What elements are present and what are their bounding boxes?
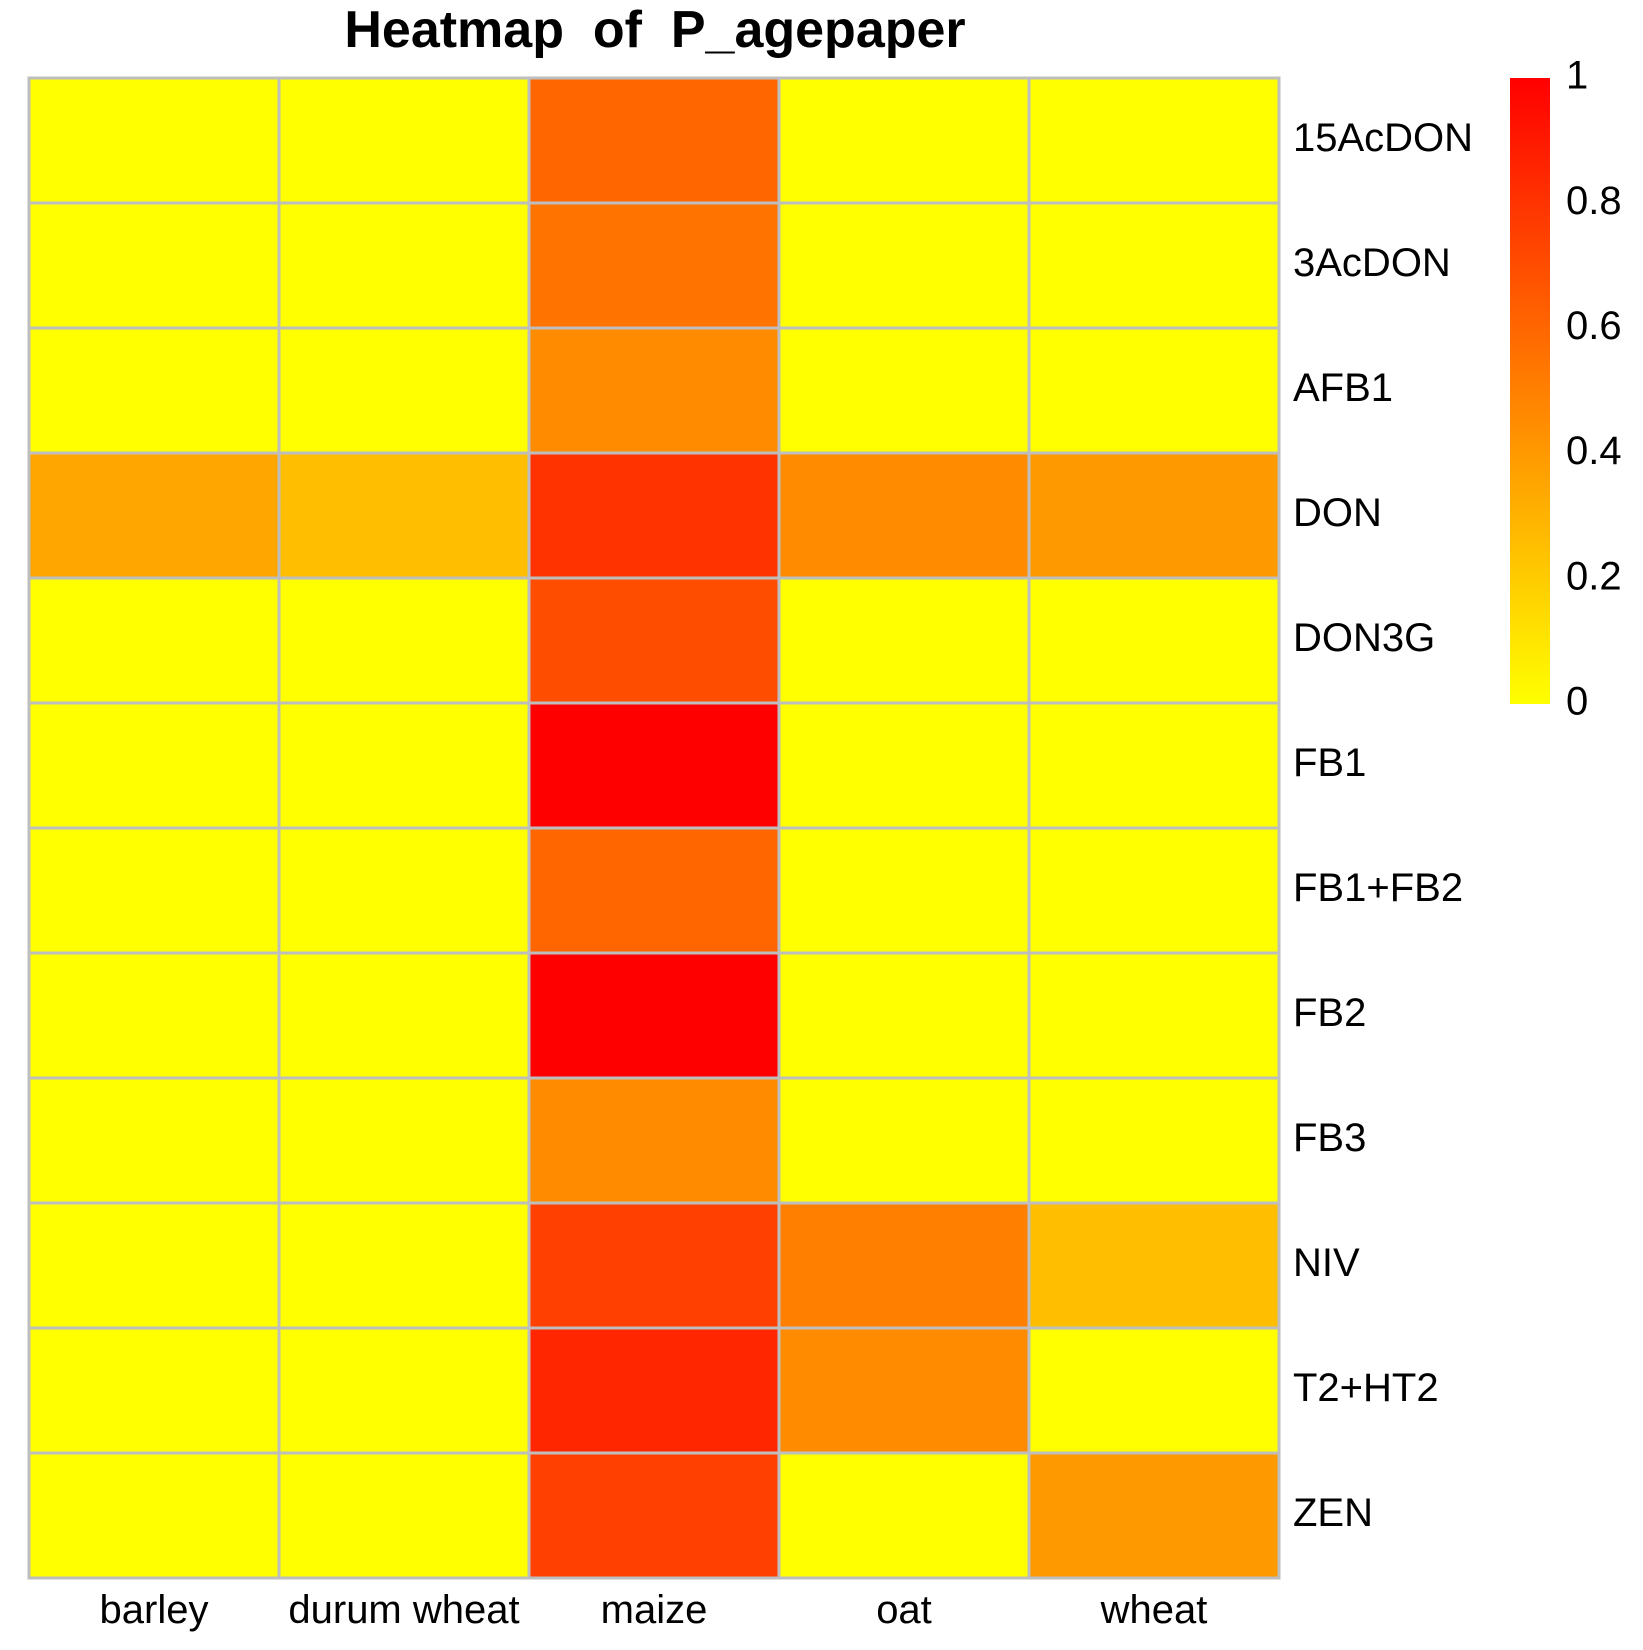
heatmap-cell-DON-barley xyxy=(27,451,281,580)
row-label: DON3G xyxy=(1293,616,1435,660)
heatmap-cells xyxy=(27,76,1281,1580)
heatmap-cell-DON-durum wheat xyxy=(277,451,531,580)
heatmap-cell-AFB1-oat xyxy=(777,326,1031,455)
heatmap-cell-DON3G-wheat xyxy=(1027,576,1281,705)
heatmap-cell-NIV-wheat xyxy=(1027,1201,1281,1330)
heatmap-cell-ZEN-maize xyxy=(527,1451,781,1580)
heatmap-cell-DON-wheat xyxy=(1027,451,1281,580)
legend-tick-label: 0.6 xyxy=(1566,304,1622,348)
heatmap-cell-AFB1-barley xyxy=(27,326,281,455)
heatmap-cell-FB1-maize xyxy=(527,701,781,830)
row-label: NIV xyxy=(1293,1241,1360,1285)
heatmap-cell-AFB1-durum wheat xyxy=(277,326,531,455)
row-label: ZEN xyxy=(1293,1491,1373,1535)
heatmap-cell-T2+HT2-maize xyxy=(527,1326,781,1455)
heatmap-cell-FB2-maize xyxy=(527,951,781,1080)
column-label: maize xyxy=(601,1588,708,1632)
legend-tick-labels: 0 0.2 0.4 0.6 0.8 1 xyxy=(1566,54,1622,724)
heatmap-cell-DON-maize xyxy=(527,451,781,580)
row-label: FB1+FB2 xyxy=(1293,866,1463,910)
legend-color-bar xyxy=(1510,78,1550,704)
heatmap-cell-DON3G-oat xyxy=(777,576,1031,705)
heatmap-cell-ZEN-oat xyxy=(777,1451,1031,1580)
heatmap-cell-FB1-durum wheat xyxy=(277,701,531,830)
heatmap-cell-3AcDON-durum wheat xyxy=(277,201,531,330)
heatmap-cell-DON3G-durum wheat xyxy=(277,576,531,705)
heatmap-cell-3AcDON-maize xyxy=(527,201,781,330)
chart-title: Heatmap of P_agepaper xyxy=(344,1,965,59)
heatmap-cell-15AcDON-wheat xyxy=(1027,76,1281,205)
heatmap-cell-ZEN-durum wheat xyxy=(277,1451,531,1580)
row-label: DON xyxy=(1293,491,1382,535)
heatmap-cell-NIV-maize xyxy=(527,1201,781,1330)
column-label: durum wheat xyxy=(288,1588,519,1632)
heatmap-cell-3AcDON-wheat xyxy=(1027,201,1281,330)
heatmap-cell-15AcDON-durum wheat xyxy=(277,76,531,205)
heatmap-cell-FB1+FB2-barley xyxy=(27,826,281,955)
row-label: 3AcDON xyxy=(1293,241,1451,285)
heatmap-cell-DON3G-barley xyxy=(27,576,281,705)
heatmap-cell-FB3-barley xyxy=(27,1076,281,1205)
heatmap-cell-T2+HT2-barley xyxy=(27,1326,281,1455)
heatmap-cell-T2+HT2-wheat xyxy=(1027,1326,1281,1455)
heatmap-cell-FB1-barley xyxy=(27,701,281,830)
heatmap-cell-15AcDON-oat xyxy=(777,76,1031,205)
heatmap-cell-DON-oat xyxy=(777,451,1031,580)
heatmap-cell-FB1+FB2-maize xyxy=(527,826,781,955)
legend-tick-label: 0.2 xyxy=(1566,554,1622,598)
heatmap-cell-T2+HT2-oat xyxy=(777,1326,1031,1455)
row-label: FB1 xyxy=(1293,741,1366,785)
column-label: oat xyxy=(876,1588,932,1632)
legend-tick-label: 0.8 xyxy=(1566,179,1622,223)
row-label: 15AcDON xyxy=(1293,116,1473,160)
row-label: FB3 xyxy=(1293,1116,1366,1160)
column-label: barley xyxy=(100,1588,209,1632)
heatmap-cell-FB3-wheat xyxy=(1027,1076,1281,1205)
heatmap-cell-AFB1-wheat xyxy=(1027,326,1281,455)
heatmap-cell-FB2-durum wheat xyxy=(277,951,531,1080)
heatmap-cell-3AcDON-barley xyxy=(27,201,281,330)
heatmap-cell-FB2-oat xyxy=(777,951,1031,1080)
legend-tick-label: 0 xyxy=(1566,680,1588,724)
heatmap-cell-ZEN-barley xyxy=(27,1451,281,1580)
column-labels: barley durum wheat maize oat wheat xyxy=(100,1588,1208,1632)
heatmap-cell-ZEN-wheat xyxy=(1027,1451,1281,1580)
heatmap-cell-15AcDON-maize xyxy=(527,76,781,205)
row-labels: 15AcDON 3AcDON AFB1 DON DON3G FB1 FB1+FB2 FB2 FB… xyxy=(1293,116,1473,1535)
heatmap-cell-T2+HT2-durum wheat xyxy=(277,1326,531,1455)
heatmap-cell-FB2-barley xyxy=(27,951,281,1080)
heatmap-cell-FB1+FB2-oat xyxy=(777,826,1031,955)
heatmap-cell-3AcDON-oat xyxy=(777,201,1031,330)
column-label: wheat xyxy=(1100,1588,1208,1632)
heatmap-cell-AFB1-maize xyxy=(527,326,781,455)
heatmap-cell-NIV-oat xyxy=(777,1201,1031,1330)
color-legend: 0 0.2 0.4 0.6 0.8 1 xyxy=(1510,54,1622,724)
heatmap-cell-FB1-oat xyxy=(777,701,1031,830)
heatmap-cell-15AcDON-barley xyxy=(27,76,281,205)
row-label: T2+HT2 xyxy=(1293,1366,1439,1410)
heatmap-cell-FB3-maize xyxy=(527,1076,781,1205)
heatmap-cell-FB1+FB2-durum wheat xyxy=(277,826,531,955)
heatmap-cell-FB2-wheat xyxy=(1027,951,1281,1080)
heatmap-cell-FB1+FB2-wheat xyxy=(1027,826,1281,955)
heatmap-cell-FB3-oat xyxy=(777,1076,1031,1205)
heatmap-cell-FB3-durum wheat xyxy=(277,1076,531,1205)
legend-tick-label: 0.4 xyxy=(1566,429,1622,473)
heatmap-cell-NIV-barley xyxy=(27,1201,281,1330)
heatmap-cell-DON3G-maize xyxy=(527,576,781,705)
heatmap-cell-FB1-wheat xyxy=(1027,701,1281,830)
row-label: FB2 xyxy=(1293,991,1366,1035)
legend-tick-label: 1 xyxy=(1566,54,1588,98)
row-label: AFB1 xyxy=(1293,366,1393,410)
heatmap-cell-NIV-durum wheat xyxy=(277,1201,531,1330)
